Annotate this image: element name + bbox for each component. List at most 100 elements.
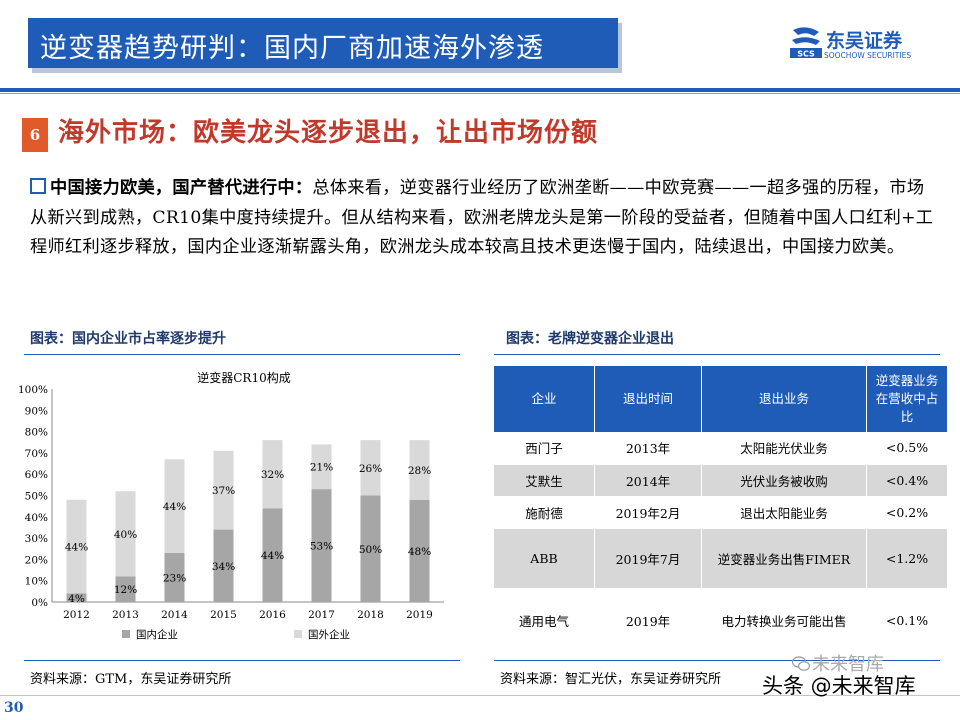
x-tick-label: 2016: [259, 609, 286, 621]
data-label: 48%: [408, 546, 431, 558]
table-cell: 2019年7月: [594, 528, 702, 589]
data-label: 37%: [212, 485, 235, 497]
bar-domestic: [213, 529, 234, 602]
table-cell: <0.4%: [866, 464, 947, 497]
header-rule-thin: [0, 93, 960, 94]
legend-swatch: [294, 630, 302, 638]
data-label: 34%: [212, 561, 235, 573]
left-source: 资料来源：GTM，东吴证券研究所: [30, 672, 232, 687]
y-tick-label: 60%: [25, 469, 48, 481]
data-label: 12%: [114, 584, 137, 596]
data-label: 32%: [261, 469, 284, 481]
data-label: 44%: [65, 542, 88, 554]
data-label: 26%: [359, 463, 382, 475]
table-cell: 通用电气: [494, 588, 595, 653]
exit-companies-table: 企业 退出时间 退出业务 逆变器业务在营收中占比 西门子 2013年 太阳能光伏业务…: [494, 366, 947, 653]
table-cell: 2019年2月: [594, 496, 702, 529]
title-bar: 逆变器趋势研判：国内厂商加速海外渗透: [28, 18, 618, 68]
data-label: 50%: [359, 544, 382, 556]
y-tick-label: 70%: [25, 448, 48, 460]
y-tick-label: 30%: [25, 533, 48, 545]
x-tick-label: 2017: [308, 609, 335, 621]
bar-foreign: [115, 491, 136, 577]
table-cell: 施耐德: [494, 496, 595, 529]
section-title: 海外市场：欧美龙头逐步退出，让出市场份额: [58, 118, 599, 148]
bar-domestic: [311, 489, 332, 602]
table-cell: 退出太阳能业务: [701, 496, 867, 529]
data-label: 53%: [310, 541, 333, 553]
footer-rule: [0, 695, 960, 696]
y-tick-label: 10%: [25, 576, 48, 588]
right-caption-rule: [494, 354, 940, 355]
bar-foreign: [360, 440, 381, 496]
bar-foreign: [311, 444, 332, 490]
x-tick-label: 2019: [406, 609, 433, 621]
bar-domestic: [115, 576, 136, 602]
legend-label: 国外企业: [308, 628, 350, 641]
section-number-badge: 6: [22, 118, 48, 152]
table-row: 艾默生 2014年 光伏业务被收购 <0.4%: [494, 464, 947, 497]
y-tick-label: 90%: [25, 405, 48, 417]
data-label: 21%: [310, 462, 333, 474]
x-tick-label: 2015: [210, 609, 237, 621]
data-label: 44%: [163, 501, 186, 513]
bar-foreign: [164, 459, 185, 554]
x-tick-label: 2012: [63, 609, 90, 621]
body-lead: 中国接力欧美，国产替代进行中：: [50, 178, 313, 198]
body-paragraph: 中国接力欧美，国产替代进行中：总体来看，逆变器行业经历了欧洲垄断——中欧竞赛——…: [30, 174, 935, 263]
y-tick-label: 50%: [25, 491, 48, 503]
table-row: 通用电气 2019年 电力转换业务可能出售 <0.1%: [494, 588, 947, 653]
data-label: 23%: [163, 573, 186, 585]
cr10-stacked-bar-chart: 逆变器CR10构成 0% 10% 20% 30% 40% 50% 60% 70% 80% 90% 10…: [18, 370, 444, 641]
bar-domestic: [164, 553, 185, 602]
x-tick-label: 2014: [161, 609, 188, 621]
soochow-logo-icon: SCS: [790, 27, 822, 59]
y-tick-label: 40%: [25, 512, 48, 524]
watermark: 头条 @未来智库: [762, 674, 916, 698]
bar-domestic: [262, 508, 283, 602]
right-source: 资料来源：智汇光伏，东吴证券研究所: [500, 672, 722, 687]
table-header-revenue-share: 逆变器业务在营收中占比: [866, 366, 947, 432]
left-caption-rule: [24, 354, 460, 355]
legend-label: 国内企业: [136, 628, 178, 641]
data-label: 28%: [408, 465, 431, 477]
bar-foreign: [262, 440, 283, 509]
left-chart-caption: 图表：国内企业市占率逐步提升: [30, 331, 226, 347]
table-row: 西门子 2013年 太阳能光伏业务 <0.5%: [494, 432, 947, 465]
bar-domestic: [409, 499, 430, 602]
y-tick-label: 20%: [25, 554, 48, 566]
table-cell: 光伏业务被收购: [701, 464, 867, 497]
right-table-caption: 图表：老牌逆变器企业退出: [506, 331, 674, 347]
bar-foreign: [213, 450, 234, 530]
data-label: 4%: [68, 593, 85, 605]
table-header-row: 企业 退出时间 退出业务 逆变器业务在营收中占比: [494, 366, 947, 432]
table-header-exit-business: 退出业务: [701, 366, 867, 432]
right-source-rule: [494, 660, 940, 661]
x-tick-label: 2013: [112, 609, 139, 621]
bar-domestic: [66, 593, 87, 602]
table-cell: 电力转换业务可能出售: [701, 588, 867, 653]
table-row: ABB 2019年7月 逆变器业务出售FIMER <1.2%: [494, 528, 947, 589]
y-tick-label: 100%: [18, 384, 48, 396]
header-rule: [0, 88, 960, 92]
table-cell: <0.1%: [866, 588, 947, 653]
table-header-company: 企业: [494, 366, 595, 432]
bar-domestic: [360, 495, 381, 602]
table-cell: 西门子: [494, 432, 595, 465]
bar-foreign: [66, 499, 87, 594]
logo-text-en: SOOCHOW SECURITIES: [824, 51, 912, 60]
wechat-icon: [792, 656, 810, 671]
table-cell: <0.2%: [866, 496, 947, 529]
body-text: 总体来看，逆变器行业经历了欧洲垄断——中欧竞赛——一超多强的历程，市场从新兴到成…: [30, 178, 934, 257]
table-cell: <1.2%: [866, 528, 947, 589]
table-cell: ABB: [494, 528, 595, 589]
table-cell: 2019年: [594, 588, 702, 653]
page-title: 逆变器趋势研判：国内厂商加速海外渗透: [40, 33, 544, 64]
watermark-faint: 未来智库: [812, 654, 884, 675]
logo-mark: SCS: [797, 50, 815, 59]
left-source-rule: [24, 660, 460, 661]
page-number: 30: [4, 700, 24, 716]
y-tick-label: 80%: [25, 427, 48, 439]
table-cell: <0.5%: [866, 432, 947, 465]
table-cell: 艾默生: [494, 464, 595, 497]
